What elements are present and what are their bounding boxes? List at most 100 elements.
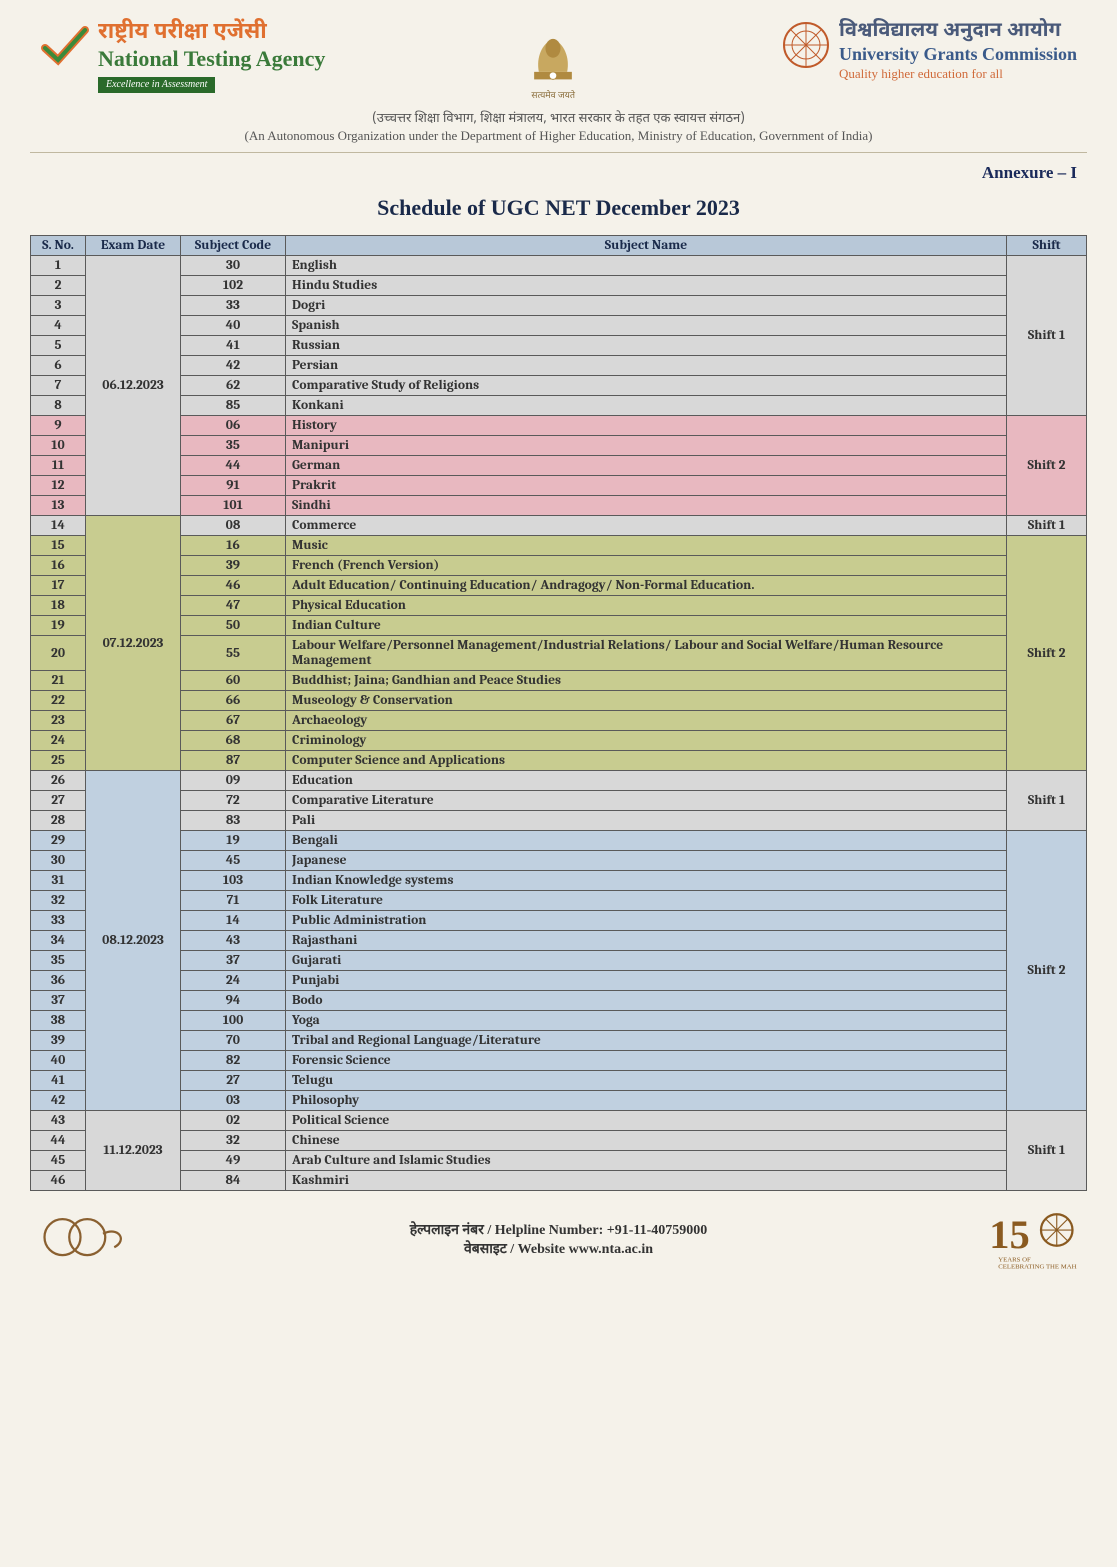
cell-sno: 33 xyxy=(31,911,86,931)
cell-subject-code: 84 xyxy=(181,1171,286,1191)
cell-subject-code: 60 xyxy=(181,671,286,691)
sub-heading: (उच्चत्तर शिक्षा विभाग, शिक्षा मंत्रालय,… xyxy=(0,110,1117,152)
cell-subject-name: Computer Science and Applications xyxy=(286,751,1007,771)
col-sno: S. No. xyxy=(31,236,86,256)
cell-subject-name: Philosophy xyxy=(286,1091,1007,1111)
cell-subject-name: Public Administration xyxy=(286,911,1007,931)
cell-sno: 42 xyxy=(31,1091,86,1111)
cell-subject-code: 91 xyxy=(181,476,286,496)
cell-shift: Shift 1 xyxy=(1007,1111,1087,1191)
cell-sno: 7 xyxy=(31,376,86,396)
cell-exam-date: 07.12.2023 xyxy=(86,516,181,771)
cell-subject-code: 24 xyxy=(181,971,286,991)
svg-text:15: 15 xyxy=(989,1212,1030,1257)
cell-subject-code: 82 xyxy=(181,1051,286,1071)
cell-shift: Shift 1 xyxy=(1007,256,1087,416)
cell-subject-name: Hindu Studies xyxy=(286,276,1007,296)
cell-subject-code: 06 xyxy=(181,416,286,436)
cell-subject-name: Indian Knowledge systems xyxy=(286,871,1007,891)
table-row: 1516MusicShift 2 xyxy=(31,536,1087,556)
cell-subject-code: 50 xyxy=(181,616,286,636)
cell-sno: 25 xyxy=(31,751,86,771)
table-row: 3271Folk Literature xyxy=(31,891,1087,911)
cell-subject-name: Forensic Science xyxy=(286,1051,1007,1071)
cell-sno: 18 xyxy=(31,596,86,616)
cell-sno: 41 xyxy=(31,1071,86,1091)
cell-subject-code: 47 xyxy=(181,596,286,616)
cell-exam-date: 08.12.2023 xyxy=(86,771,181,1111)
cell-subject-name: Buddhist; Jaina; Gandhian and Peace Stud… xyxy=(286,671,1007,691)
cell-exam-date: 06.12.2023 xyxy=(86,256,181,516)
cell-sno: 4 xyxy=(31,316,86,336)
cell-sno: 17 xyxy=(31,576,86,596)
cell-subject-code: 42 xyxy=(181,356,286,376)
cell-subject-code: 35 xyxy=(181,436,286,456)
table-row: 1407.12.202308CommerceShift 1 xyxy=(31,516,1087,536)
table-row: 1035Manipuri xyxy=(31,436,1087,456)
cell-subject-name: Russian xyxy=(286,336,1007,356)
table-row: 4549Arab Culture and Islamic Studies xyxy=(31,1151,1087,1171)
cell-subject-name: Kashmiri xyxy=(286,1171,1007,1191)
nta-name-hindi: राष्ट्रीय परीक्षा एजेंसी xyxy=(98,20,325,46)
col-subj: Subject Name xyxy=(286,236,1007,256)
table-row: 38 100Yoga xyxy=(31,1011,1087,1031)
cell-subject-name: Bodo xyxy=(286,991,1007,1011)
cell-sno: 10 xyxy=(31,436,86,456)
table-row: 1144German xyxy=(31,456,1087,476)
table-row: 13101Sindhi xyxy=(31,496,1087,516)
cell-sno: 21 xyxy=(31,671,86,691)
cell-shift: Shift 2 xyxy=(1007,416,1087,516)
cell-exam-date: 11.12.2023 xyxy=(86,1111,181,1191)
table-row: 2266Museology & Conservation xyxy=(31,691,1087,711)
document-title: Schedule of UGC NET December 2023 xyxy=(0,189,1117,235)
cell-subject-code: 66 xyxy=(181,691,286,711)
cell-subject-name: Yoga xyxy=(286,1011,1007,1031)
table-row: 2608.12.202309EducationShift 1 xyxy=(31,771,1087,791)
table-row: 4311.12.202302Political ScienceShift 1 xyxy=(31,1111,1087,1131)
table-row: 333Dogri xyxy=(31,296,1087,316)
cell-subject-code: 68 xyxy=(181,731,286,751)
cell-sno: 8 xyxy=(31,396,86,416)
helpline-text: हेल्पलाइन नंबर / Helpline Number: +91-11… xyxy=(130,1220,987,1239)
schedule-table: S. No. Exam Date Subject Code Subject Na… xyxy=(30,235,1087,1191)
cell-subject-code: 100 xyxy=(181,1011,286,1031)
cell-subject-code: 33 xyxy=(181,296,286,316)
cell-subject-code: 14 xyxy=(181,911,286,931)
svg-text:CELEBRATING THE MAHATMA: CELEBRATING THE MAHATMA xyxy=(998,1263,1077,1270)
cell-sno: 1 xyxy=(31,256,86,276)
cell-sno: 37 xyxy=(31,991,86,1011)
cell-subject-code: 101 xyxy=(181,496,286,516)
cell-sno: 27 xyxy=(31,791,86,811)
cell-subject-code: 44 xyxy=(181,456,286,476)
nta-block: राष्ट्रीय परीक्षा एजेंसी National Testin… xyxy=(40,20,325,93)
cell-sno: 16 xyxy=(31,556,86,576)
cell-subject-code: 43 xyxy=(181,931,286,951)
cell-subject-code: 03 xyxy=(181,1091,286,1111)
cell-subject-code: 72 xyxy=(181,791,286,811)
nta-tagline: Excellence in Assessment xyxy=(98,77,215,93)
cell-sno: 22 xyxy=(31,691,86,711)
table-row: 2468Criminology xyxy=(31,731,1087,751)
cell-sno: 31 xyxy=(31,871,86,891)
cell-sno: 38 xyxy=(31,1011,86,1031)
cell-sno: 36 xyxy=(31,971,86,991)
table-row: 21 60Buddhist; Jaina; Gandhian and Peace … xyxy=(31,671,1087,691)
table-row: 642Persian xyxy=(31,356,1087,376)
cell-subject-name: Comparative Study of Religions xyxy=(286,376,1007,396)
cell-subject-name: Bengali xyxy=(286,831,1007,851)
cell-subject-name: Arab Culture and Islamic Studies xyxy=(286,1151,1007,1171)
cell-subject-code: 37 xyxy=(181,951,286,971)
cell-shift: Shift 2 xyxy=(1007,831,1087,1111)
cell-subject-name: Comparative Literature xyxy=(286,791,1007,811)
table-row: 31103Indian Knowledge systems xyxy=(31,871,1087,891)
ugc-logo-icon xyxy=(781,20,831,70)
table-row: 1847Physical Education xyxy=(31,596,1087,616)
ugc-name-english: University Grants Commission xyxy=(839,44,1077,66)
table-header: S. No. Exam Date Subject Code Subject Na… xyxy=(31,236,1087,256)
ugc-block: विश्वविद्यालय अनुदान आयोग University Gra… xyxy=(781,20,1077,81)
cell-subject-name: Persian xyxy=(286,356,1007,376)
cell-subject-code: 67 xyxy=(181,711,286,731)
sub-heading-hindi: (उच्चत्तर शिक्षा विभाग, शिक्षा मंत्रालय,… xyxy=(372,111,745,128)
cell-subject-code: 32 xyxy=(181,1131,286,1151)
cell-subject-name: Folk Literature xyxy=(286,891,1007,911)
